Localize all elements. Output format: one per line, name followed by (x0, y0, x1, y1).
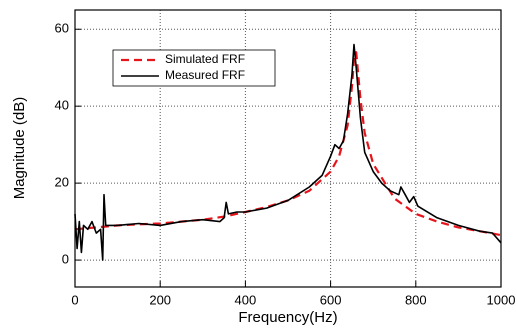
x-tick-label: 600 (320, 292, 342, 307)
y-axis-title: Magnitude (dB) (11, 97, 28, 200)
series-line (74, 51, 502, 237)
x-tick-label: 200 (149, 292, 171, 307)
legend-box (112, 49, 276, 87)
y-tick-label: 40 (55, 98, 69, 113)
legend-label: Simulated FRF (165, 52, 245, 66)
x-tick-label: 800 (405, 292, 427, 307)
legend-label: Measured FRF (165, 68, 245, 82)
x-tick-label: 0 (71, 292, 78, 307)
y-tick-label: 60 (55, 21, 69, 36)
x-tick-label: 1000 (487, 292, 516, 307)
y-tick-label: 20 (55, 175, 69, 190)
series-line (74, 43, 502, 261)
plot-frame (74, 9, 502, 288)
y-tick-label: 0 (62, 252, 69, 267)
x-tick-label: 400 (235, 292, 257, 307)
x-axis-title: Frequency(Hz) (238, 309, 337, 326)
